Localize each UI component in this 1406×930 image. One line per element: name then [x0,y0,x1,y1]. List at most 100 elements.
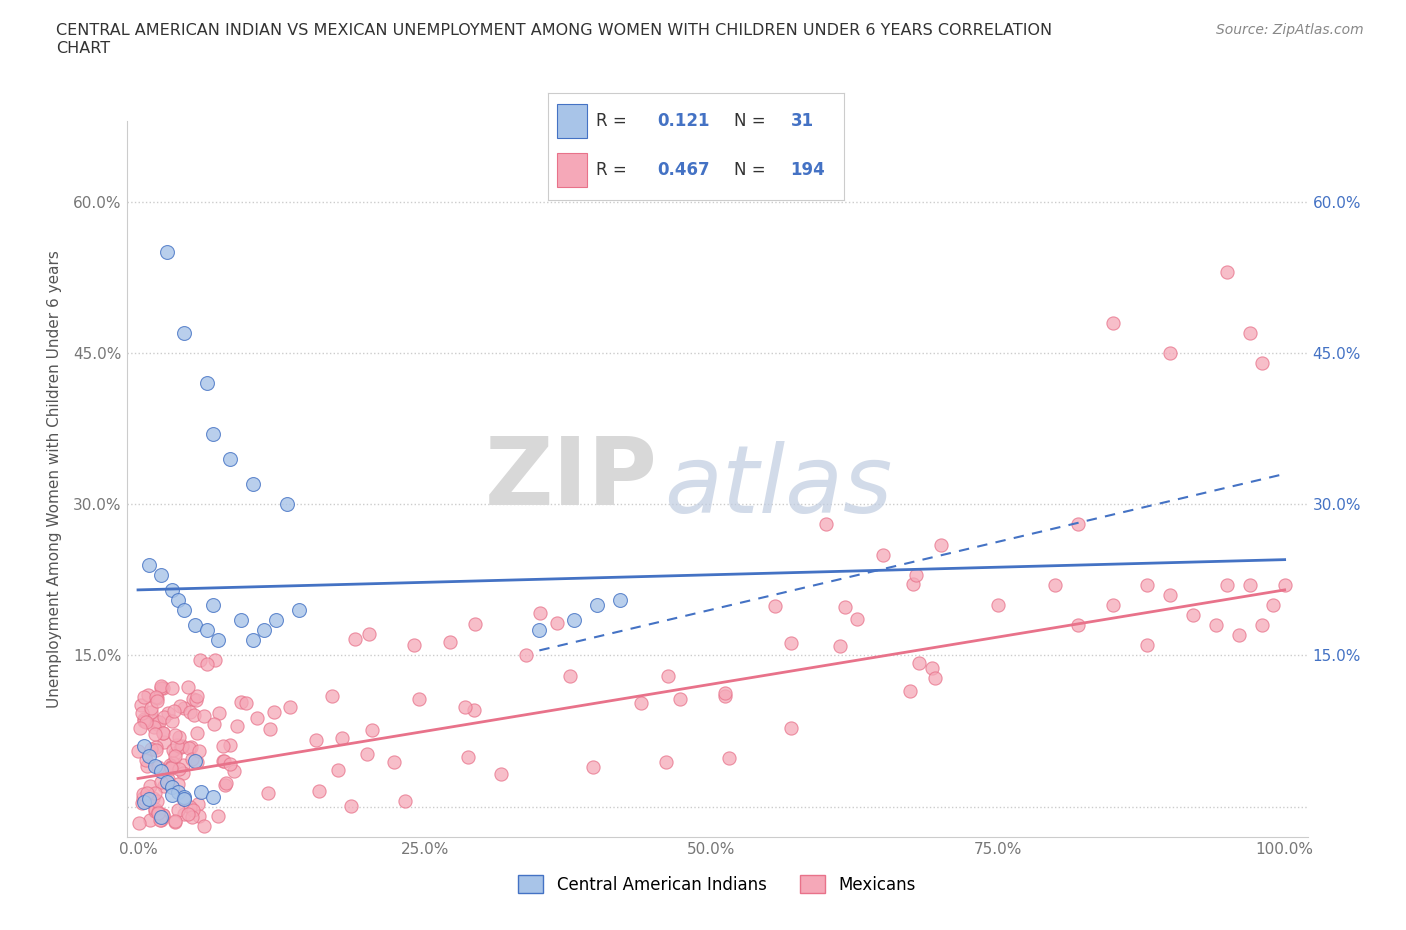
Point [145,785,167,800]
Point [149,679,172,694]
Point [186,688,208,703]
Point [181,751,204,766]
Point [152,808,174,823]
Point [326,763,349,777]
Point [141,704,163,719]
Point [402,638,425,653]
Point [150,813,173,828]
Point [231,613,253,628]
Point [142,790,165,805]
Point [173,603,195,618]
Text: R =: R = [596,112,626,130]
Point [156,774,179,789]
Point [163,703,186,718]
Point [305,732,328,747]
Text: 194: 194 [790,161,825,179]
Point [357,627,380,642]
Point [1101,315,1123,330]
Point [166,737,188,752]
Point [779,635,801,650]
Point [219,737,242,752]
Point [276,497,298,512]
Point [173,806,195,821]
Point [153,779,176,794]
Point [924,671,946,685]
Point [170,739,193,754]
Point [136,688,159,703]
Point [1136,638,1159,653]
Point [143,804,166,818]
Point [149,809,172,824]
Point [156,245,179,259]
Point [183,708,205,723]
Point [202,716,225,731]
Point [1159,345,1181,360]
Point [214,777,236,792]
Point [235,696,257,711]
Text: R =: R = [596,161,626,179]
Point [218,757,240,772]
Point [830,639,852,654]
Point [394,793,416,808]
Point [454,699,477,714]
Point [129,698,152,712]
Point [152,725,174,740]
Text: CENTRAL AMERICAN INDIAN VS MEXICAN UNEMPLOYMENT AMONG WOMEN WITH CHILDREN UNDER : CENTRAL AMERICAN INDIAN VS MEXICAN UNEMP… [56,23,1052,56]
Point [153,735,176,750]
Point [211,738,233,753]
Point [149,764,172,779]
Point [138,749,160,764]
Point [308,783,330,798]
Y-axis label: Unemployment Among Women with Children Under 6 years: Unemployment Among Women with Children U… [46,250,62,708]
Point [177,740,200,755]
Point [181,692,204,707]
Point [180,739,202,754]
Point [1045,578,1067,592]
Point [172,791,194,806]
Point [546,616,568,631]
Point [188,808,211,823]
Point [172,758,194,773]
Point [190,784,212,799]
Point [193,708,215,723]
Point [159,760,181,775]
Point [657,669,679,684]
Point [195,623,218,638]
Point [162,742,184,757]
Point [186,725,208,740]
Point [585,598,607,613]
Point [152,681,174,696]
Point [1227,628,1250,643]
Point [515,647,537,662]
Point [1067,618,1090,632]
Point [127,743,149,758]
Point [132,738,155,753]
Point [132,794,155,809]
Point [669,692,692,707]
Point [179,705,201,720]
Point [211,753,233,768]
Point [193,818,215,833]
Point [226,718,249,733]
Point [901,576,924,591]
Text: ZIP: ZIP [485,433,658,525]
Point [1216,265,1239,280]
Text: Source: ZipAtlas.com: Source: ZipAtlas.com [1216,23,1364,37]
Point [136,759,159,774]
Point [160,713,183,728]
Point [278,699,301,714]
Point [207,633,229,648]
Point [152,807,174,822]
Point [1181,607,1204,622]
Point [1239,326,1261,340]
Point [905,568,928,583]
Legend: Central American Indians, Mexicans: Central American Indians, Mexicans [512,869,922,900]
Point [181,803,204,817]
Point [157,706,180,721]
Point [188,653,211,668]
Point [173,791,195,806]
Point [167,784,190,799]
Point [259,721,281,736]
Point [162,582,184,597]
Point [173,790,195,804]
